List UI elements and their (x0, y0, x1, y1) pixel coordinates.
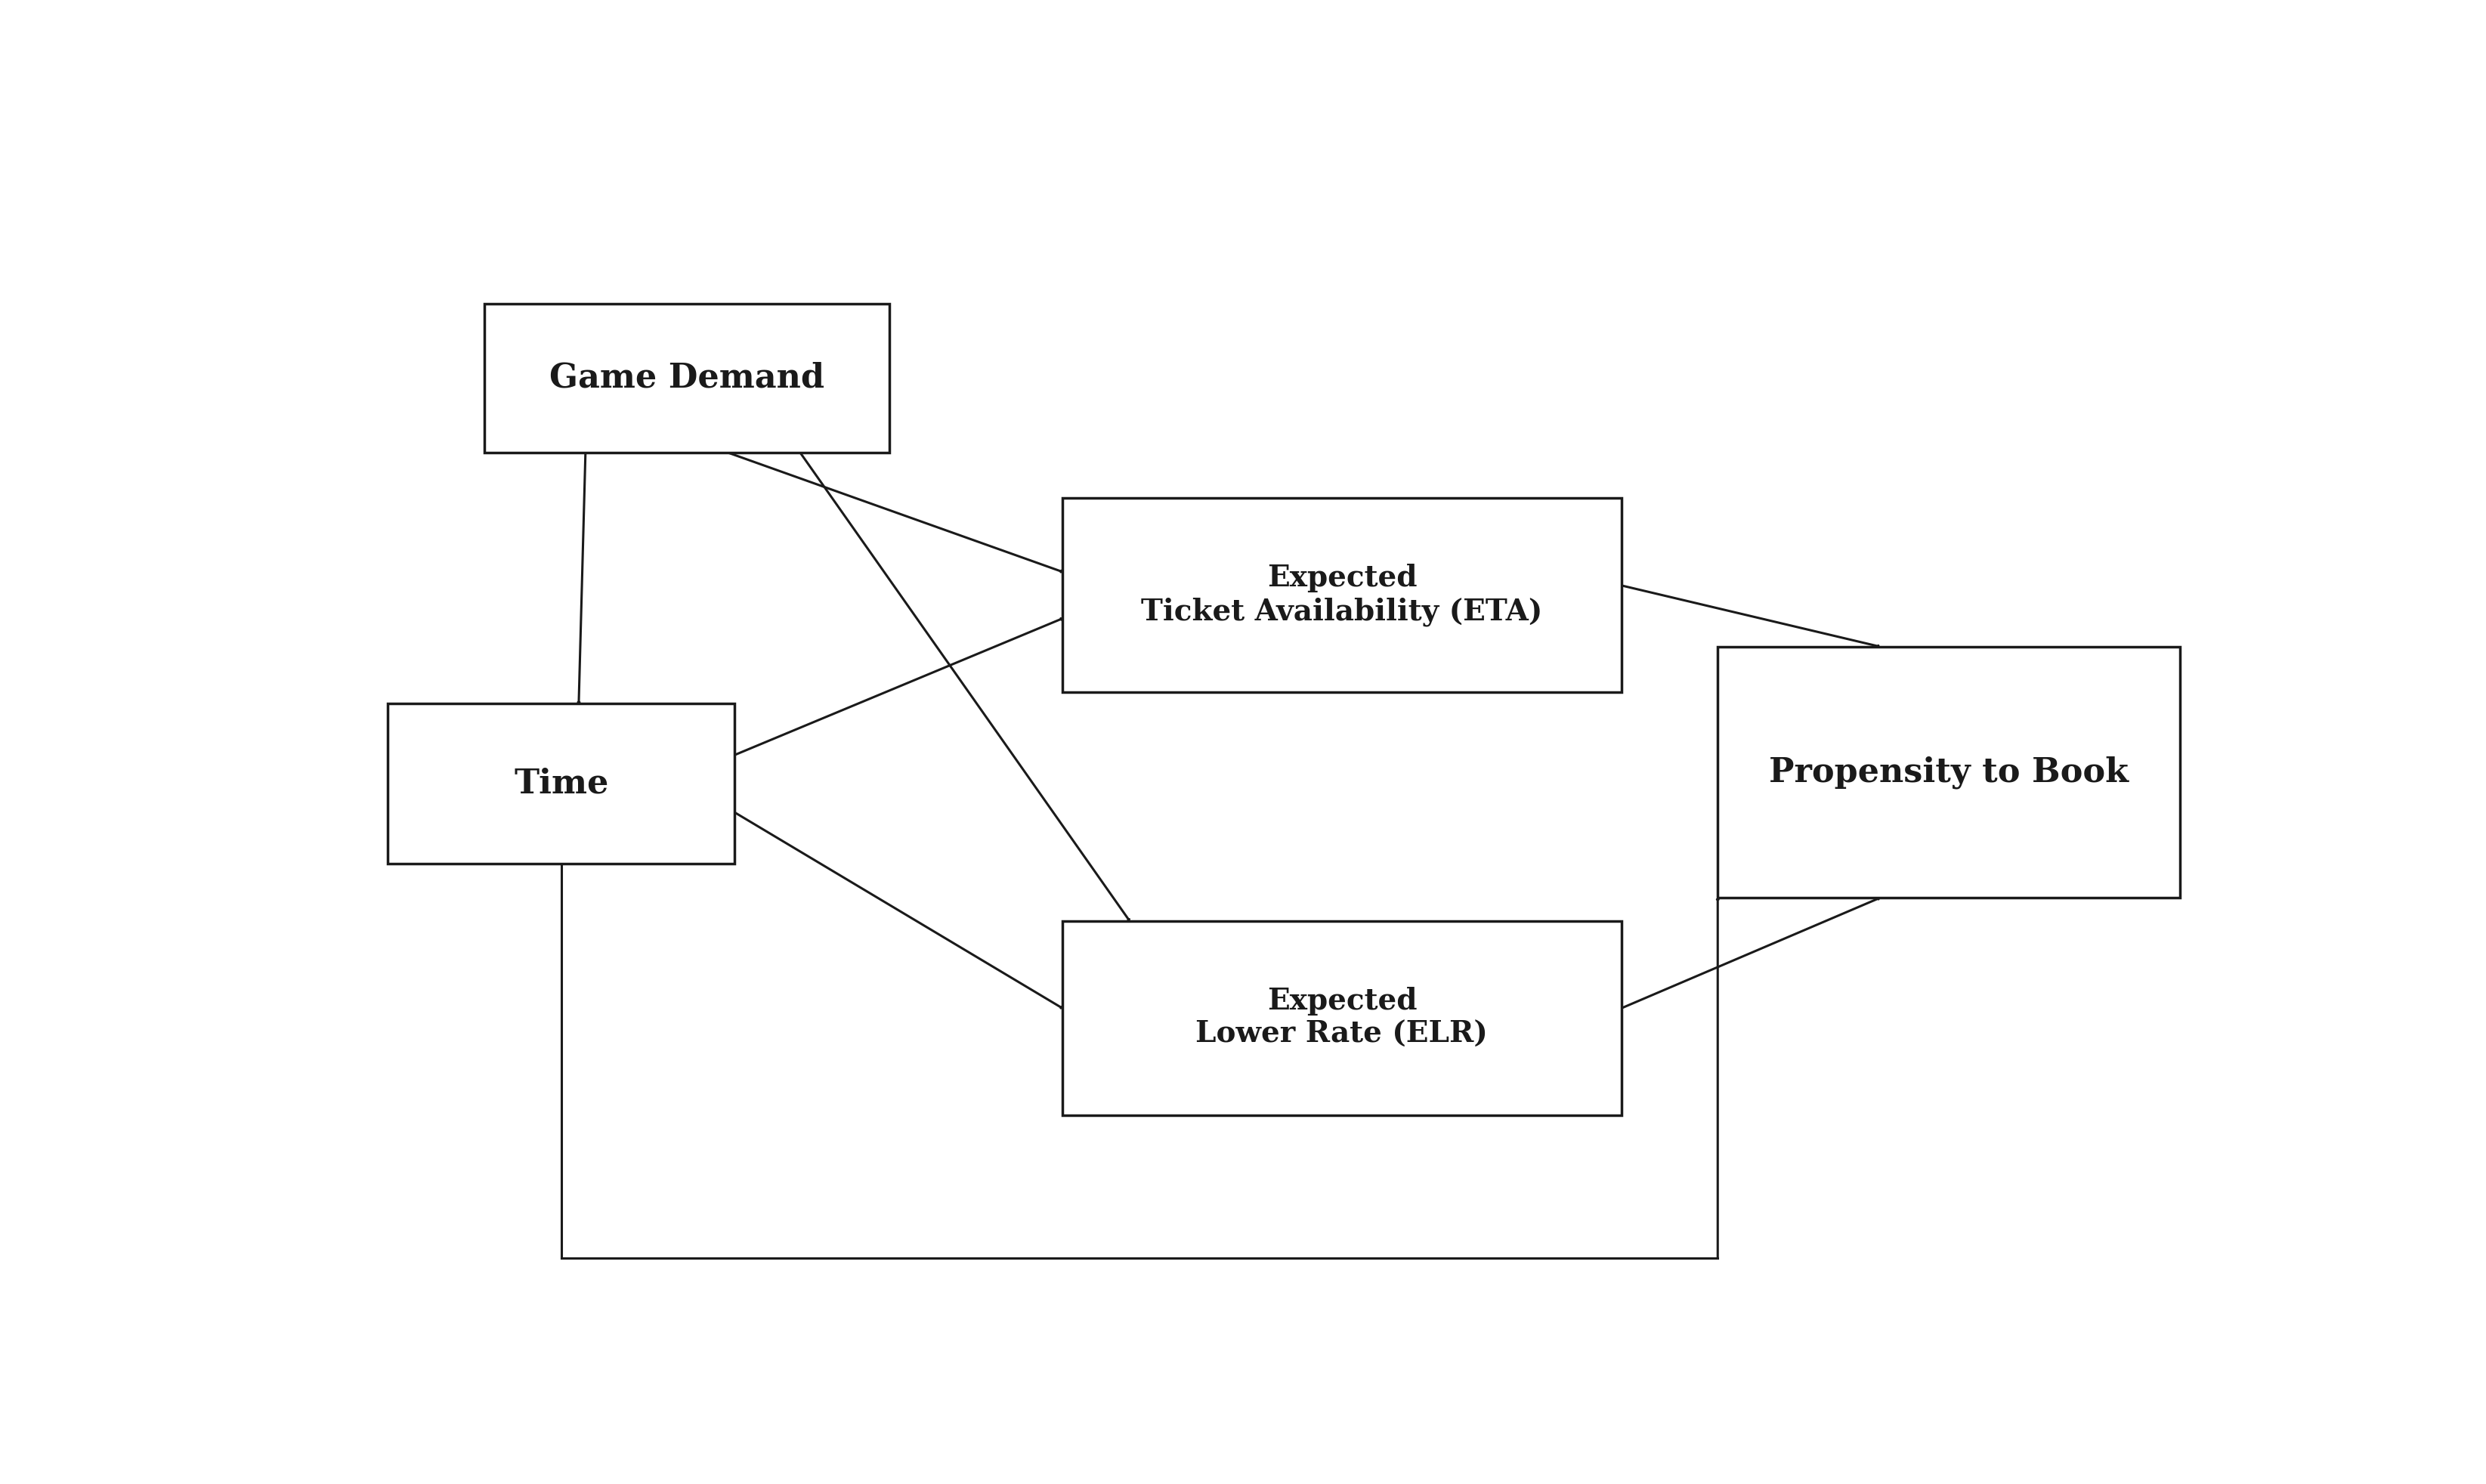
Text: Game Demand: Game Demand (549, 362, 823, 395)
Text: Time: Time (515, 767, 609, 800)
Text: Expected
Lower Rate (ELR): Expected Lower Rate (ELR) (1196, 987, 1487, 1049)
Text: Propensity to Book: Propensity to Book (1768, 755, 2128, 788)
Bar (1062, 920, 1621, 1114)
Bar (1718, 647, 2180, 898)
Bar (485, 304, 890, 453)
Bar (388, 703, 736, 864)
Bar (1062, 499, 1621, 693)
Text: Expected
Ticket Availability (ETA): Expected Ticket Availability (ETA) (1141, 564, 1541, 626)
